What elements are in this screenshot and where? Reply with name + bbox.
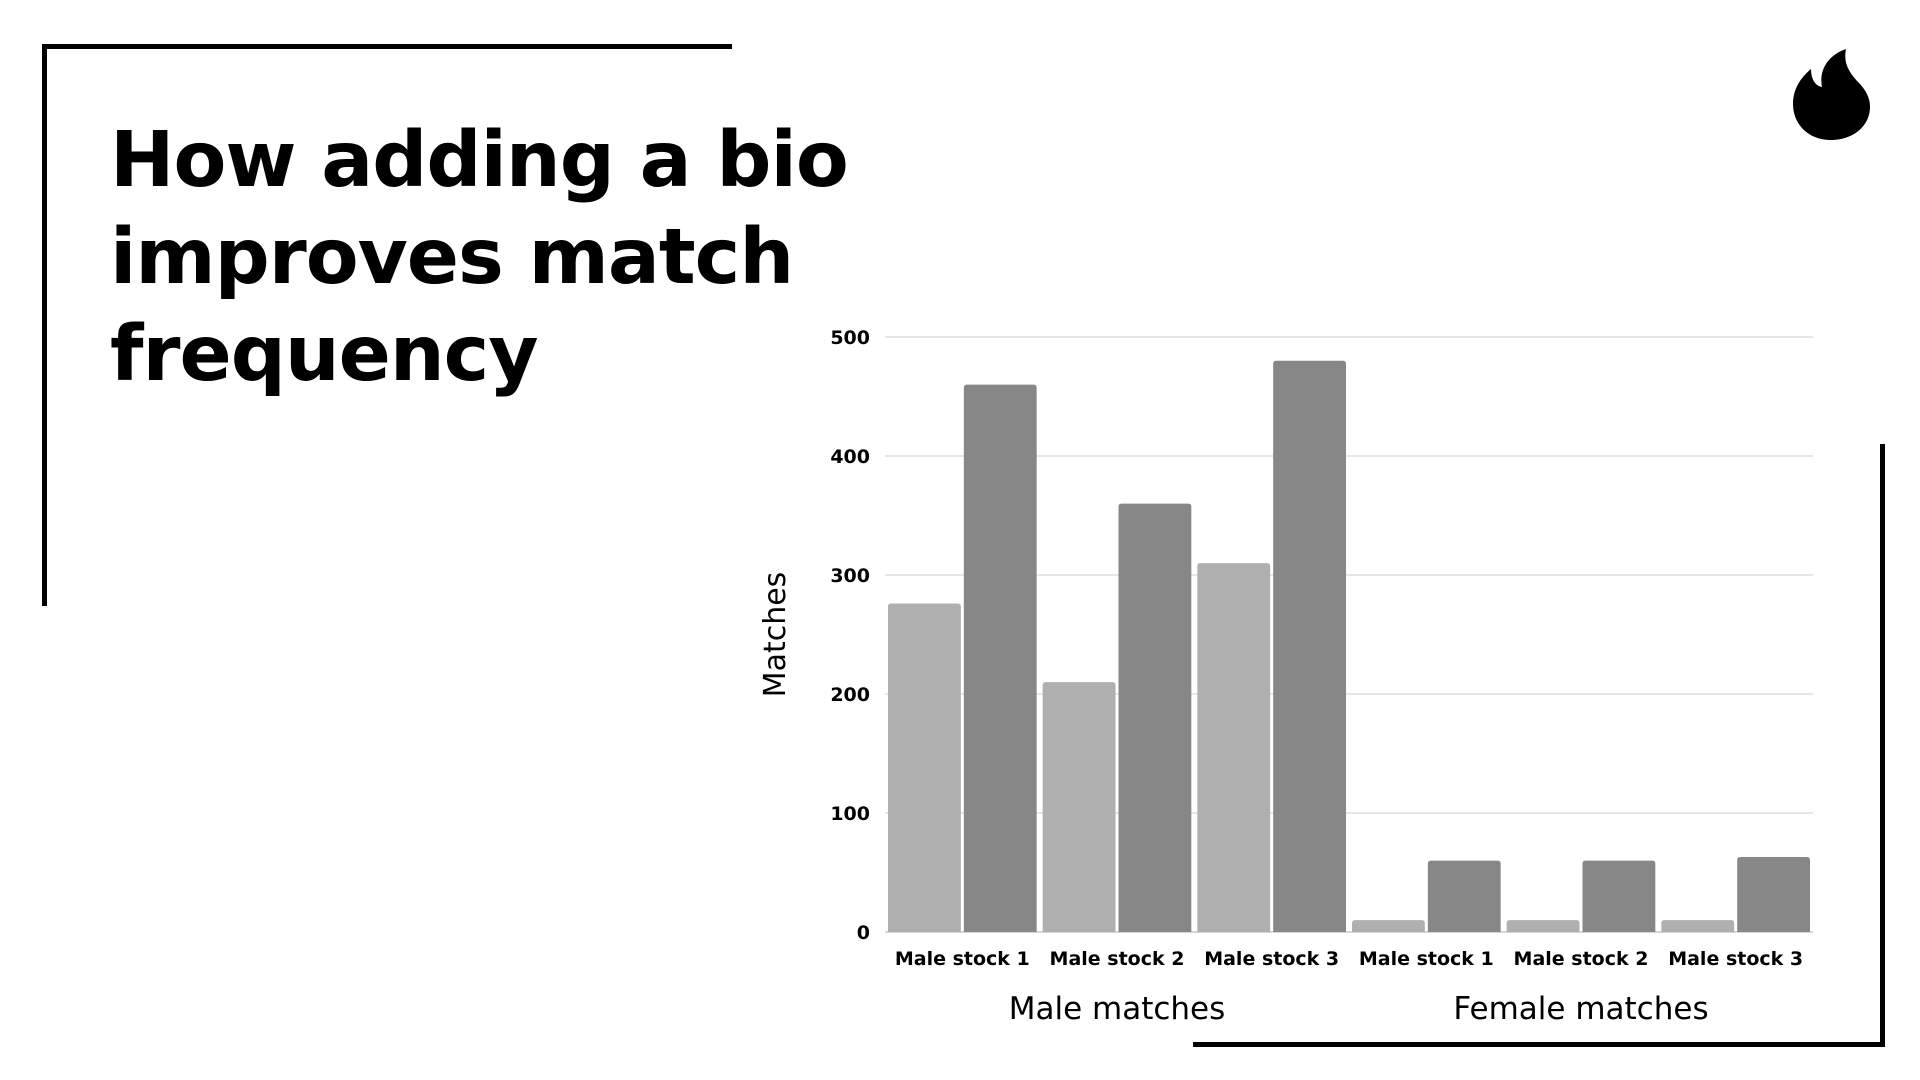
bar xyxy=(1506,920,1580,932)
bar xyxy=(888,603,961,932)
x-tick-label: Male stock 3 xyxy=(1204,948,1339,970)
bar xyxy=(1273,360,1346,932)
y-tick-label: 0 xyxy=(857,922,870,944)
gridlines xyxy=(885,336,1813,933)
bar xyxy=(1737,857,1810,932)
bar xyxy=(1197,563,1271,932)
x-group-label: Female matches xyxy=(1453,991,1708,1027)
frame-top-left-horizontal xyxy=(42,44,732,49)
x-tick-label: Male stock 1 xyxy=(895,948,1030,970)
tick-labels: 0 100 200 300 400 500 Male stock 1 Male stock 2… xyxy=(830,327,1803,1027)
y-tick-label: 500 xyxy=(830,327,870,349)
bar xyxy=(1118,503,1192,932)
frame-bottom-right-vertical xyxy=(1880,444,1885,1047)
y-tick-label: 200 xyxy=(830,684,870,706)
bar xyxy=(963,384,1037,933)
x-tick-label: Male stock 1 xyxy=(1359,948,1494,970)
bar-chart: 0 100 200 300 400 500 Male stock 1 Male stock 2… xyxy=(758,327,1813,1027)
bar xyxy=(1427,860,1501,932)
y-tick-label: 300 xyxy=(830,565,870,587)
flame-icon xyxy=(1793,49,1870,140)
frame-top-left-vertical xyxy=(42,44,47,606)
x-tick-label: Male stock 2 xyxy=(1050,948,1185,970)
bar xyxy=(1352,920,1425,932)
page-title: How adding a bio improves match frequenc… xyxy=(110,116,849,399)
bar xyxy=(1661,920,1735,932)
y-tick-label: 400 xyxy=(830,446,870,468)
y-axis-title: Matches xyxy=(758,572,793,698)
y-tick-label: 100 xyxy=(830,803,870,825)
frame-bottom-right-horizontal xyxy=(1193,1042,1885,1047)
bars xyxy=(888,360,1810,933)
x-tick-label: Male stock 2 xyxy=(1514,948,1649,970)
bar xyxy=(1582,860,1656,932)
bar xyxy=(1042,682,1116,932)
x-group-label: Male matches xyxy=(1009,991,1226,1027)
x-tick-label: Male stock 3 xyxy=(1668,948,1803,970)
